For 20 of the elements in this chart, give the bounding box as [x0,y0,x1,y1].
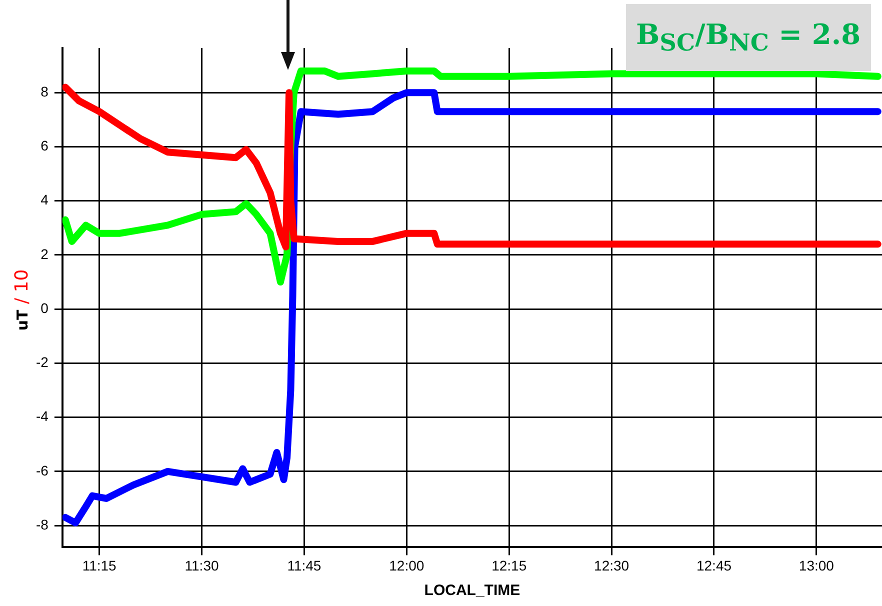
y-tick-label: -2 [36,354,49,370]
y-tick-label: 2 [40,246,49,262]
y-tick-label: 0 [40,300,49,316]
y-tick-label: -4 [36,408,49,424]
x-tick-label: 11:15 [82,557,117,574]
x-axis-title: LOCAL_TIME [424,582,520,600]
x-tick-label: 12:15 [492,557,527,574]
x-tick-label: 13:00 [798,557,834,574]
y-tick-label: 4 [40,192,49,208]
x-tick-label: 12:45 [696,557,732,574]
x-tick-label: 11:45 [287,557,322,574]
y-tick-label: -6 [36,462,49,478]
y-axis-title: uT / 10 [12,269,32,331]
y-tick-label: -8 [36,516,49,532]
x-tick-label: 12:00 [389,557,424,574]
x-tick-label: 11:30 [184,557,219,574]
y-tick-label: 8 [40,84,49,100]
x-tick-label: 12:30 [594,557,630,574]
annotation: B$_{SC}$/B$_{NC}$ = 2.8 [636,18,861,57]
y-tick-label: 6 [40,138,49,154]
